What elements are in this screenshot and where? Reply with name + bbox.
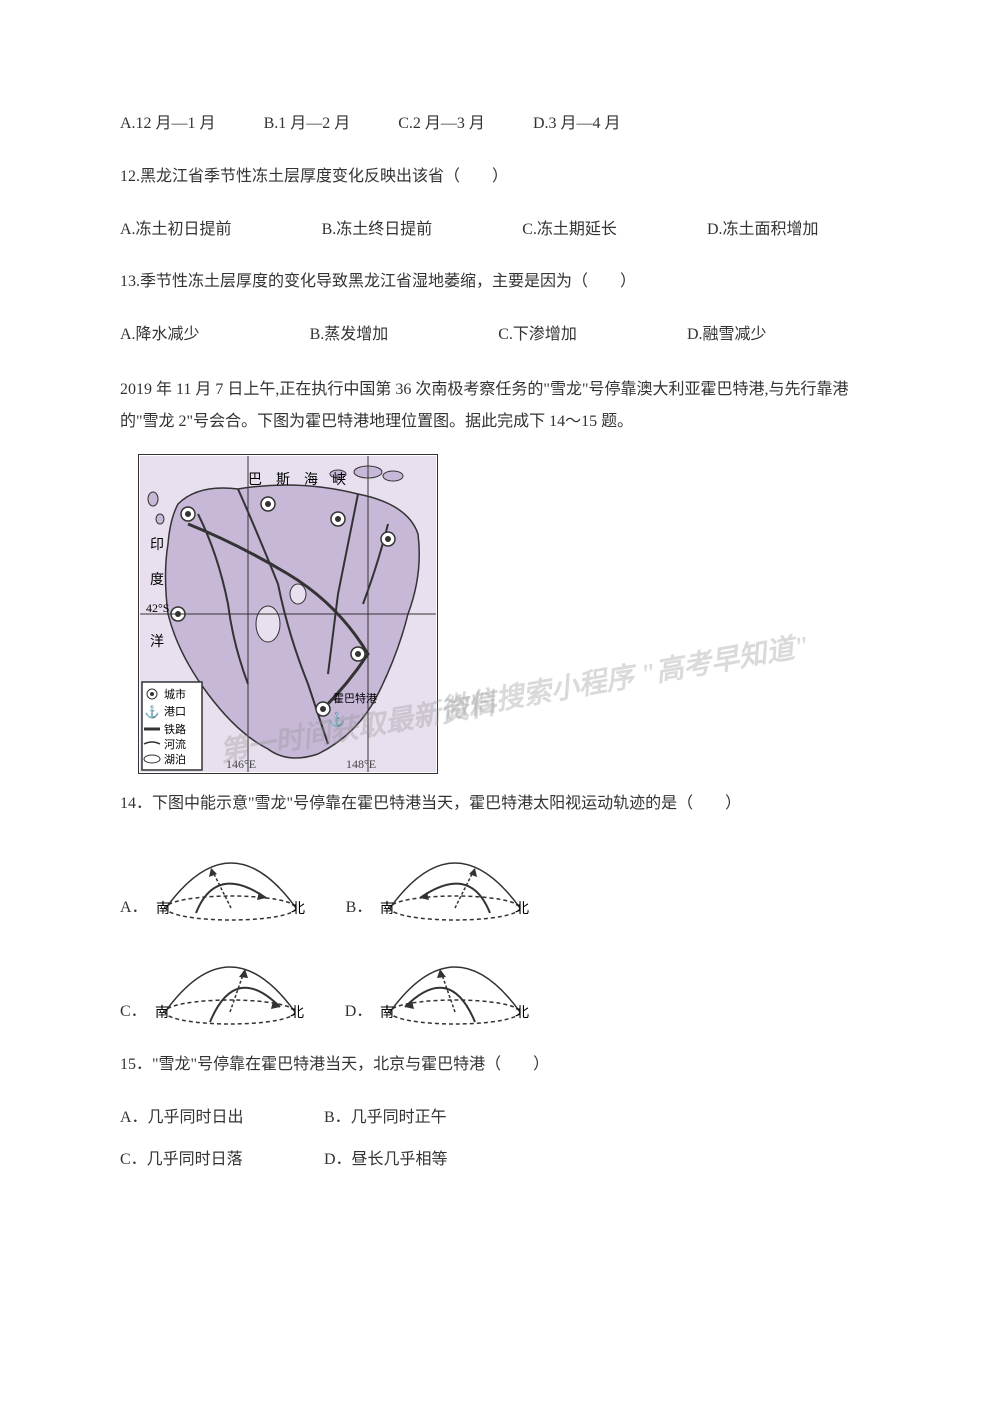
- q13-option-a: A.降水减少: [120, 321, 200, 350]
- passage-text: 2019 年 11 月 7 日上午,正在执行中国第 36 次南极考察任务的"雪龙…: [120, 374, 872, 438]
- q15-option-a: A．几乎同时日出: [120, 1104, 320, 1133]
- q13-option-d: D.融雪减少: [687, 321, 767, 350]
- q12-option-d: D.冻土面积增加: [707, 216, 819, 245]
- svg-text:⚓: ⚓: [145, 705, 160, 719]
- q12-stem: 12.黑龙江省季节性冻土层厚度变化反映出该省（ ）: [120, 163, 872, 192]
- q15-stem: 15．"雪龙"号停靠在霍巴特港当天，北京与霍巴特港（ ）: [120, 1051, 872, 1080]
- svg-text:⚓: ⚓: [328, 711, 345, 728]
- watermark-line1: 微信搜索小程序 "高考早知道": [436, 622, 813, 737]
- q11-option-a: A.12 月—1 月: [120, 110, 216, 139]
- q14-diagram-c: C． 南 北: [120, 947, 305, 1027]
- q12-option-c: C.冻土期延长: [522, 216, 617, 245]
- q12-option-b: B.冻土终日提前: [322, 216, 433, 245]
- map-port-label: 霍巴特港: [333, 691, 377, 705]
- q14-label-d: D．: [345, 998, 373, 1027]
- map-strait-label: 巴 斯 海 峡: [248, 472, 346, 488]
- q15-option-c: C．几乎同时日落: [120, 1146, 320, 1175]
- sun-diagram-d: 南 北: [380, 947, 530, 1027]
- q14-label-b: B．: [346, 894, 373, 923]
- q12-option-a: A.冻土初日提前: [120, 216, 232, 245]
- map-figure: ⚓ ⚓ 城市 港口 铁路 河流 湖泊 巴 斯 海 峡 印 度 洋 42°S 14…: [138, 454, 872, 774]
- q12-options: A.冻土初日提前 B.冻土终日提前 C.冻土期延长 D.冻土面积增加: [120, 216, 872, 245]
- legend-city: 城市: [164, 687, 186, 701]
- q14-label-c: C．: [120, 998, 147, 1027]
- legend-rail: 铁路: [164, 723, 186, 736]
- dia-c-north: 北: [290, 1005, 304, 1021]
- map-lon1: 146°E: [226, 757, 256, 771]
- map-svg: ⚓ ⚓ 城市 港口 铁路 河流 湖泊 巴 斯 海 峡 印 度 洋 42°S 14…: [138, 454, 438, 774]
- q15-option-d: D．昼长几乎相等: [324, 1151, 448, 1168]
- q11-option-b: B.1 月—2 月: [264, 110, 351, 139]
- map-lat: 42°S: [146, 601, 169, 615]
- q14-diagram-b: B． 南 北: [346, 843, 531, 923]
- legend-river: 河流: [164, 737, 186, 751]
- q14-diagrams-row1: A． 南 北 B． 南 北: [120, 843, 872, 923]
- map-ocean3: 洋: [150, 634, 164, 650]
- sun-diagram-c: 南 北: [155, 947, 305, 1027]
- legend-port: 港口: [164, 705, 186, 718]
- sun-diagram-b: 南 北: [380, 843, 530, 923]
- q11-option-c: C.2 月—3 月: [398, 110, 485, 139]
- map-ocean1: 印: [150, 537, 164, 553]
- q13-stem: 13.季节性冻土层厚度的变化导致黑龙江省湿地萎缩，主要是因为（ ）: [120, 268, 872, 297]
- q14-diagram-d: D． 南 北: [345, 947, 531, 1027]
- q11-option-d: D.3 月—4 月: [533, 110, 621, 139]
- q15-options-row1: A．几乎同时日出 B．几乎同时正午: [120, 1104, 872, 1133]
- dia-a-north: 北: [291, 901, 305, 917]
- map-ocean2: 度: [150, 572, 164, 588]
- q14-stem: 14．下图中能示意"雪龙"号停靠在霍巴特港当天，霍巴特港太阳视运动轨迹的是（ ）: [120, 790, 872, 819]
- legend-lake: 湖泊: [164, 753, 186, 766]
- q13-option-b: B.蒸发增加: [310, 321, 389, 350]
- dia-a-south: 南: [156, 901, 170, 917]
- dia-c-south: 南: [155, 1005, 169, 1021]
- q11-options: A.12 月—1 月 B.1 月—2 月 C.2 月—3 月 D.3 月—4 月: [120, 110, 872, 139]
- q15-option-b: B．几乎同时正午: [324, 1109, 447, 1126]
- q14-label-a: A．: [120, 894, 148, 923]
- dia-d-south: 南: [380, 1005, 394, 1021]
- sun-diagram-a: 南 北: [156, 843, 306, 923]
- q13-option-c: C.下渗增加: [498, 321, 577, 350]
- q14-diagrams-row2: C． 南 北 D． 南 北: [120, 947, 872, 1027]
- q14-diagram-a: A． 南 北: [120, 843, 306, 923]
- dia-d-north: 北: [515, 1005, 529, 1021]
- q15-options-row2: C．几乎同时日落 D．昼长几乎相等: [120, 1146, 872, 1175]
- map-lon2: 148°E: [346, 757, 376, 771]
- q13-options: A.降水减少 B.蒸发增加 C.下渗增加 D.融雪减少: [120, 321, 872, 350]
- dia-b-north: 北: [515, 901, 529, 917]
- dia-b-south: 南: [380, 901, 394, 917]
